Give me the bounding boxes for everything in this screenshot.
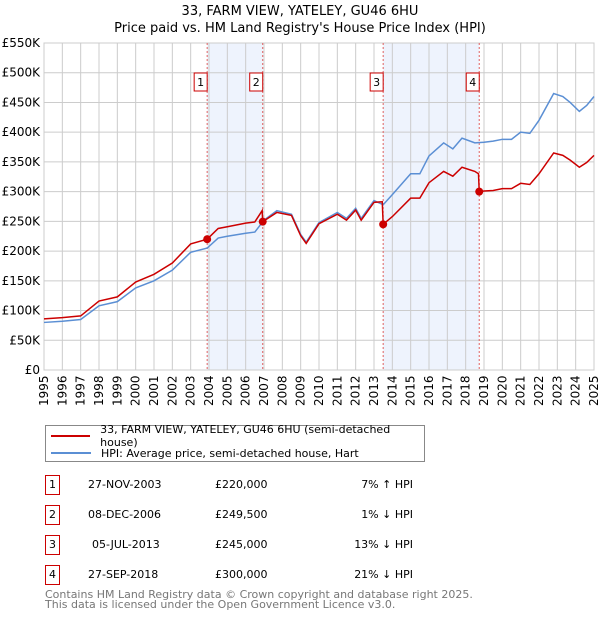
x-tick-label: 2023	[550, 375, 564, 406]
legend-item-hpi: HPI: Average price, semi-detached house,…	[51, 445, 359, 461]
x-tick-label: 2011	[330, 375, 344, 406]
legend-label: 33, FARM VIEW, YATELEY, GU46 6HU (semi-d…	[100, 423, 391, 449]
plot-frame	[43, 42, 595, 371]
legend-swatch	[51, 435, 91, 437]
sale-hpi-diff: 7% ↑ HPI	[361, 478, 413, 491]
y-tick-label: £250K	[2, 214, 42, 228]
sale-date: 27-NOV-2003	[88, 478, 162, 491]
chart-title: 33, FARM VIEW, YATELEY, GU46 6HU	[181, 4, 419, 19]
y-tick-label: £100K	[2, 304, 42, 318]
footer: Contains HM Land Registry data © Crown c…	[45, 588, 473, 611]
sale-date: 05-JUL-2013	[92, 538, 160, 551]
hpi-line	[43, 92, 595, 324]
x-tick-label: 2017	[440, 375, 454, 406]
legend-item-property: 33, FARM VIEW, YATELEY, GU46 6HU (semi-d…	[51, 423, 424, 449]
y-tick-label: £0	[25, 363, 40, 377]
x-tick-label: 2006	[239, 375, 253, 406]
x-tick-label: 2008	[275, 375, 289, 406]
legend-label: HPI: Average price, semi-detached house,…	[101, 446, 359, 460]
footer-line: Contains HM Land Registry data © Crown c…	[45, 588, 473, 601]
x-tick-label: 1999	[110, 375, 124, 406]
sale-row: 3 05-JUL-2013 £245,000 13% ↓ HPI	[45, 535, 445, 557]
x-tick-label: 2002	[165, 375, 179, 406]
y-tick-label: £400K	[2, 125, 42, 139]
shaded-period	[383, 43, 480, 370]
y-tick-label: £350K	[2, 155, 42, 169]
x-tick-label: 2018	[459, 375, 473, 406]
sale-point	[203, 235, 212, 244]
shaded-period	[207, 43, 263, 370]
sale-number: 2	[45, 505, 60, 525]
sale-point	[258, 217, 267, 226]
y-tick-label: £550K	[2, 36, 42, 50]
y-tick-label: £300K	[2, 185, 42, 199]
sale-number: 3	[45, 535, 60, 555]
x-tick-label: 2022	[532, 375, 546, 406]
sale-price: £220,000	[215, 478, 268, 491]
x-tick-label: 2001	[147, 375, 161, 406]
sale-row: 1 27-NOV-2003 £220,000 7% ↑ HPI	[45, 475, 445, 497]
x-tick-label: 2014	[385, 375, 399, 406]
sale-point	[475, 187, 484, 196]
x-tick-label: 2016	[422, 375, 436, 406]
x-tick-label: 1996	[55, 375, 69, 406]
x-tick-label: 2003	[184, 375, 198, 406]
x-tick-label: 2021	[514, 375, 528, 406]
sale-date: 08-DEC-2006	[88, 508, 162, 521]
sale-marker-box	[249, 72, 264, 92]
y-tick-label: £450K	[2, 95, 42, 109]
sale-marker-label: 3	[373, 76, 380, 89]
x-tick-label: 2015	[404, 375, 418, 406]
y-tick-label: £50K	[9, 333, 41, 347]
legend: 33, FARM VIEW, YATELEY, GU46 6HU (semi-d…	[45, 423, 425, 462]
sale-marker-label: 1	[197, 76, 204, 89]
footer-line: This data is licensed under the Open Gov…	[45, 598, 396, 611]
sale-marker-box	[465, 72, 480, 92]
sale-marker-label: 4	[469, 76, 476, 89]
y-tick-label: £150K	[2, 274, 42, 288]
sale-price: £249,500	[215, 508, 268, 521]
sale-row: 2 08-DEC-2006 £249,500 1% ↓ HPI	[45, 505, 445, 527]
y-tick-label: £500K	[2, 66, 42, 80]
x-tick-label: 2013	[367, 375, 381, 406]
sale-number: 4	[45, 565, 60, 585]
property-price-line	[43, 152, 595, 320]
sale-price: £245,000	[215, 538, 268, 551]
x-tick-label: 2019	[477, 375, 491, 406]
sale-marker-box	[369, 72, 384, 92]
chart-subtitle: Price paid vs. HM Land Registry's House …	[114, 21, 486, 36]
x-tick-label: 2007	[257, 375, 271, 406]
sale-hpi-diff: 13% ↓ HPI	[354, 538, 413, 551]
x-tick-label: 2012	[349, 375, 363, 406]
x-tick-label: 2010	[312, 375, 326, 406]
sale-price: £300,000	[215, 568, 268, 581]
x-tick-label: 2009	[294, 375, 308, 406]
x-tick-label: 1998	[92, 375, 106, 406]
x-tick-label: 2004	[202, 375, 216, 406]
sale-date: 27-SEP-2018	[88, 568, 159, 581]
price-chart: £0 £50K £100K £150K £200K £250K £300K £350K £400…	[2, 36, 600, 406]
sale-marker-box	[193, 72, 208, 92]
sale-row: 4 27-SEP-2018 £300,000 21% ↓ HPI	[45, 565, 445, 587]
x-tick-label: 2005	[220, 375, 234, 406]
legend-swatch	[51, 452, 91, 454]
x-tick-label: 2025	[587, 375, 600, 406]
sale-hpi-diff: 1% ↓ HPI	[361, 508, 413, 521]
sale-number: 1	[45, 475, 60, 495]
y-tick-label: £200K	[2, 244, 42, 258]
x-tick-label: 1995	[37, 375, 51, 406]
sale-marker-label: 2	[253, 76, 260, 89]
x-tick-label: 2024	[569, 375, 583, 406]
x-tick-label: 1997	[74, 375, 88, 406]
x-tick-label: 2020	[495, 375, 509, 406]
sale-hpi-diff: 21% ↓ HPI	[354, 568, 413, 581]
x-tick-label: 2000	[129, 375, 143, 406]
sale-point	[379, 220, 388, 229]
